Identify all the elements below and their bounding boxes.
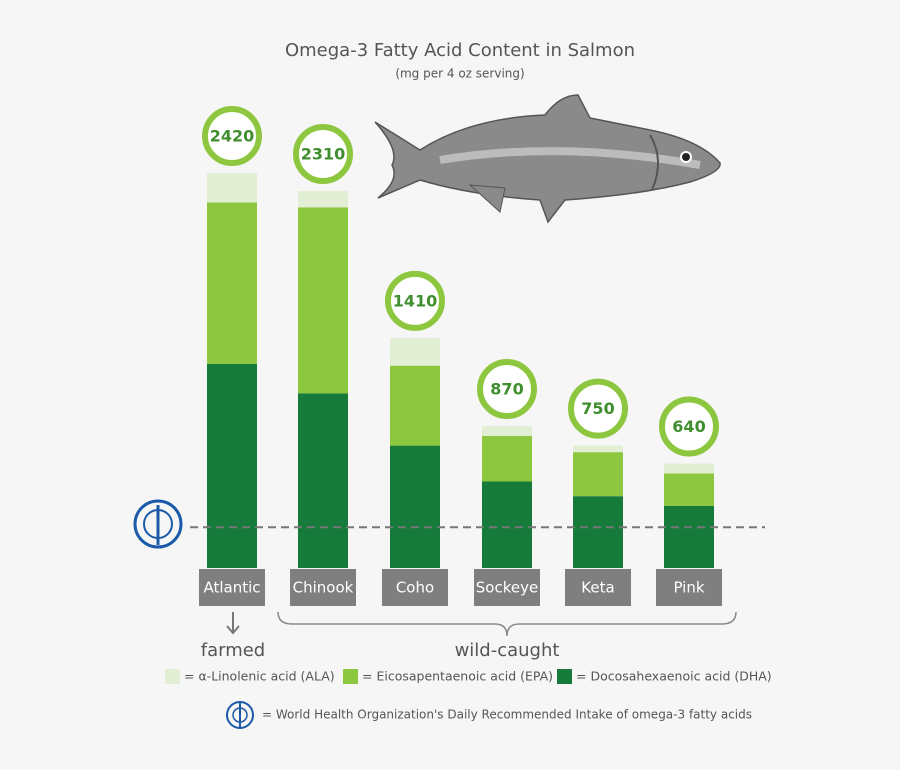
total-badge xyxy=(202,106,262,167)
x-tick-label: Sockeye xyxy=(476,579,538,597)
reference-legend: = World Health Organization's Daily Reco… xyxy=(262,708,752,722)
total-label: 640 xyxy=(672,417,705,436)
legend-swatch xyxy=(557,669,572,684)
who-legend-icon xyxy=(226,701,254,729)
category-box xyxy=(290,569,356,606)
wild-bracket xyxy=(277,611,737,637)
bar-segment xyxy=(207,364,257,568)
total-label: 1410 xyxy=(393,291,438,310)
legend-swatch xyxy=(165,669,180,684)
farmed-arrow xyxy=(226,612,240,635)
bar-segment xyxy=(298,207,348,394)
bar-segment xyxy=(207,202,257,364)
category-box xyxy=(382,569,448,606)
legend-label: = Docosahexaenoic acid (DHA) xyxy=(576,669,772,684)
bar-segment xyxy=(482,426,532,436)
who-logo xyxy=(133,499,183,549)
legend-label: = α-Linolenic acid (ALA) xyxy=(184,669,335,684)
total-badge xyxy=(477,359,537,420)
group-label: farmed xyxy=(201,640,266,661)
total-label: 750 xyxy=(581,399,614,418)
group-label: wild-caught xyxy=(455,640,560,661)
total-label: 2420 xyxy=(210,127,255,146)
chart-subtitle: (mg per 4 oz serving) xyxy=(395,67,524,81)
bar-segment xyxy=(573,452,623,497)
total-label: 2310 xyxy=(301,145,346,164)
x-tick-label: Atlantic xyxy=(203,579,260,597)
bar-segment xyxy=(664,463,714,474)
bar-segment xyxy=(664,505,714,568)
x-tick-label: Keta xyxy=(581,579,614,597)
bar-segment xyxy=(482,481,532,568)
bar-segment xyxy=(573,496,623,568)
bar-segment xyxy=(298,393,348,568)
chart-title: Omega-3 Fatty Acid Content in Salmon xyxy=(285,40,635,61)
bar-segment xyxy=(390,337,440,366)
total-badge xyxy=(659,396,719,457)
bar-segment xyxy=(664,473,714,506)
fish-illustration xyxy=(374,94,721,224)
category-box xyxy=(565,569,631,606)
legend-label: = Eicosapentaenoic acid (EPA) xyxy=(362,669,553,684)
legend-swatch xyxy=(343,669,358,684)
total-badge xyxy=(568,378,628,439)
x-tick-label: Pink xyxy=(673,579,704,597)
bar-segment xyxy=(298,191,348,208)
total-badge xyxy=(293,124,353,185)
total-label: 870 xyxy=(490,380,523,399)
bar-segment xyxy=(390,445,440,568)
bar-segment xyxy=(573,445,623,453)
x-tick-label: Chinook xyxy=(293,579,354,597)
category-box xyxy=(474,569,540,606)
total-badge xyxy=(385,270,445,331)
bar-segment xyxy=(482,435,532,482)
category-box xyxy=(199,569,265,606)
bar-segment xyxy=(207,173,257,203)
x-tick-label: Coho xyxy=(396,579,434,597)
category-box xyxy=(656,569,722,606)
bar-segment xyxy=(390,365,440,446)
